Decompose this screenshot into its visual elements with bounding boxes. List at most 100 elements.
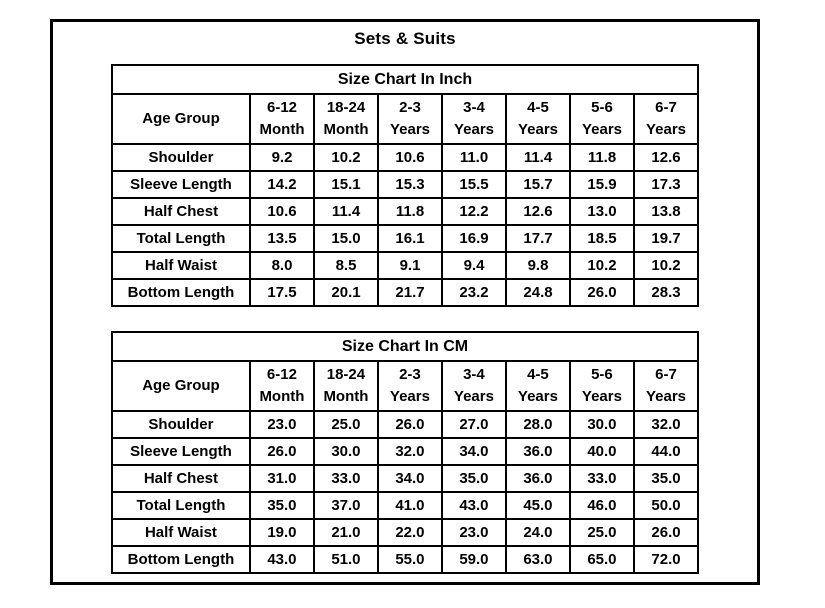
age-column-header: 18-24 Month [313, 93, 379, 145]
row-label: Bottom Length [111, 278, 251, 307]
age-group-header: Age Group [110, 360, 251, 412]
measurement-value: 8.5 [313, 251, 379, 280]
row-label: Sleeve Length [110, 437, 251, 466]
age-column-header: 2-3 Years [377, 93, 443, 145]
measurement-value: 13.5 [249, 224, 315, 253]
measurement-value: 65.0 [568, 545, 635, 574]
row-label: Total Length [110, 491, 251, 520]
measurement-value: 55.0 [376, 545, 443, 574]
measurement-value: 11.8 [377, 197, 443, 226]
measurement-value: 23.2 [441, 278, 507, 307]
age-column-header: 5-6 Years [568, 360, 635, 412]
table-title-row: Size Chart In Inch [111, 64, 699, 95]
row-label: Half Waist [110, 518, 251, 547]
measurement-value: 26.0 [569, 278, 635, 307]
measurement-value: 20.1 [313, 278, 379, 307]
page-title: Sets & Suits [354, 29, 456, 48]
measurement-value: 46.0 [568, 491, 635, 520]
measurement-value: 15.9 [569, 170, 635, 199]
page-border: Sets & Suits Size Chart In Inch Age Group… [50, 19, 760, 585]
measurement-value: 17.7 [505, 224, 571, 253]
measurement-value: 28.3 [633, 278, 699, 307]
measurement-value: 24.8 [505, 278, 571, 307]
measurement-value: 31.0 [248, 464, 315, 493]
measurement-value: 17.3 [633, 170, 699, 199]
measurement-value: 17.5 [249, 278, 315, 307]
table-row: Half Chest 31.0 33.0 34.0 35.0 36.0 33.0 35.0 [110, 464, 700, 493]
table-row: Sleeve Length 14.2 15.1 15.3 15.5 15.7 15.9 17.… [111, 170, 699, 199]
measurement-value: 23.0 [248, 410, 315, 439]
measurement-value: 15.3 [377, 170, 443, 199]
measurement-value: 26.0 [632, 518, 700, 547]
measurement-value: 23.0 [440, 518, 507, 547]
age-column-header: 4-5 Years [505, 93, 571, 145]
measurement-value: 13.8 [633, 197, 699, 226]
table-row: Half Waist 8.0 8.5 9.1 9.4 9.8 10.2 10.2 [111, 251, 699, 280]
row-label: Bottom Length [110, 545, 251, 574]
measurement-value: 22.0 [376, 518, 443, 547]
measurement-value: 43.0 [440, 491, 507, 520]
measurement-value: 16.1 [377, 224, 443, 253]
table-title: Size Chart In Inch [111, 64, 699, 95]
age-column-header: 2-3 Years [376, 360, 443, 412]
measurement-value: 30.0 [568, 410, 635, 439]
measurement-value: 11.0 [441, 143, 507, 172]
measurement-value: 9.2 [249, 143, 315, 172]
measurement-value: 11.8 [569, 143, 635, 172]
measurement-value: 12.6 [633, 143, 699, 172]
measurement-value: 16.9 [441, 224, 507, 253]
measurement-value: 10.6 [249, 197, 315, 226]
table-title-row: Size Chart In CM [110, 331, 700, 362]
measurement-value: 34.0 [376, 464, 443, 493]
measurement-value: 34.0 [440, 437, 507, 466]
measurement-value: 50.0 [632, 491, 700, 520]
table-row: Sleeve Length 26.0 30.0 32.0 34.0 36.0 40.0 44.… [110, 437, 700, 466]
measurement-value: 10.2 [633, 251, 699, 280]
measurement-value: 28.0 [504, 410, 571, 439]
row-label: Shoulder [110, 410, 251, 439]
measurement-value: 43.0 [248, 545, 315, 574]
measurement-value: 35.0 [632, 464, 700, 493]
measurement-value: 12.2 [441, 197, 507, 226]
row-label: Half Chest [110, 464, 251, 493]
measurement-value: 19.7 [633, 224, 699, 253]
row-label: Half Chest [111, 197, 251, 226]
table-row: Shoulder 23.0 25.0 26.0 27.0 28.0 30.0 32.0 [110, 410, 700, 439]
age-group-header: Age Group [111, 93, 251, 145]
table-row: Total Length 13.5 15.0 16.1 16.9 17.7 18.5 19.7 [111, 224, 699, 253]
measurement-value: 32.0 [632, 410, 700, 439]
table-row: Bottom Length 17.5 20.1 21.7 23.2 24.8 26.0 28.… [111, 278, 699, 307]
table-row: Bottom Length 43.0 51.0 55.0 59.0 63.0 65.0 72.… [110, 545, 700, 574]
table-header-row: Age Group 6-12 Month 18-24 Month 2-3 Years 3… [111, 93, 699, 145]
measurement-value: 35.0 [248, 491, 315, 520]
row-label: Sleeve Length [111, 170, 251, 199]
measurement-value: 10.2 [569, 251, 635, 280]
table-header-row: Age Group 6-12 Month 18-24 Month 2-3 Years 3… [110, 360, 700, 412]
measurement-value: 26.0 [248, 437, 315, 466]
table-title: Size Chart In CM [110, 331, 700, 362]
measurement-value: 15.1 [313, 170, 379, 199]
age-column-header: 6-12 Month [249, 93, 315, 145]
size-chart-cm-table: Size Chart In CM Age Group 6-12 Month 18-24… [110, 331, 700, 574]
measurement-value: 11.4 [313, 197, 379, 226]
measurement-value: 27.0 [440, 410, 507, 439]
measurement-value: 11.4 [505, 143, 571, 172]
measurement-value: 14.2 [249, 170, 315, 199]
measurement-value: 25.0 [568, 518, 635, 547]
measurement-value: 36.0 [504, 464, 571, 493]
measurement-value: 12.6 [505, 197, 571, 226]
row-label: Shoulder [111, 143, 251, 172]
measurement-value: 9.1 [377, 251, 443, 280]
measurement-value: 51.0 [312, 545, 379, 574]
age-column-header: 3-4 Years [440, 360, 507, 412]
age-column-header: 6-12 Month [248, 360, 315, 412]
measurement-value: 15.7 [505, 170, 571, 199]
age-column-header: 18-24 Month [312, 360, 379, 412]
measurement-value: 24.0 [504, 518, 571, 547]
table-row: Shoulder 9.2 10.2 10.6 11.0 11.4 11.8 12.6 [111, 143, 699, 172]
measurement-value: 59.0 [440, 545, 507, 574]
measurement-value: 30.0 [312, 437, 379, 466]
table-row: Total Length 35.0 37.0 41.0 43.0 45.0 46.0 50.0 [110, 491, 700, 520]
size-chart-inch-table: Size Chart In Inch Age Group 6-12 Month 18-… [111, 64, 699, 307]
